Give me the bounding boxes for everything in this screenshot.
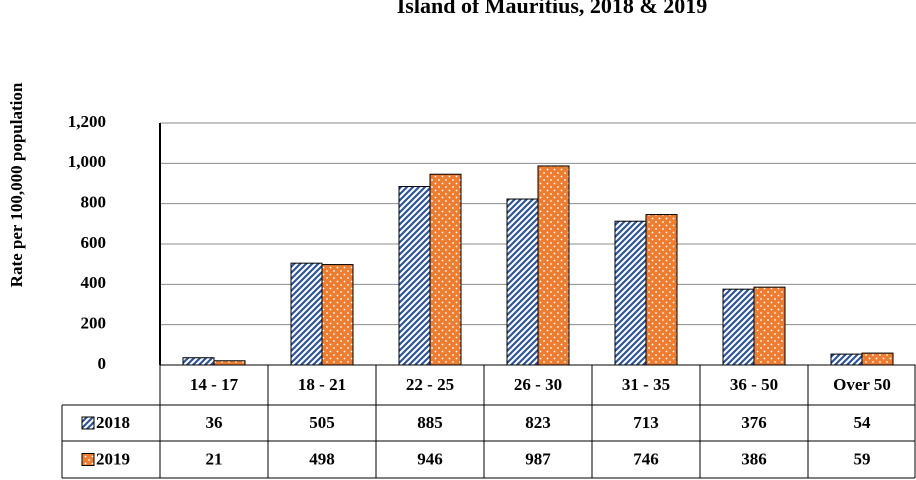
legend-swatch — [81, 416, 95, 430]
legend-label: 2019 — [96, 449, 130, 468]
x-tick-label: 31 - 35 — [622, 375, 670, 394]
x-tick-label: 18 - 21 — [298, 375, 346, 394]
x-tick-label: 22 - 25 — [406, 375, 454, 394]
table-value: 746 — [633, 449, 659, 468]
table-value: 386 — [741, 449, 767, 468]
y-tick-label: 800 — [81, 193, 107, 212]
table-value: 885 — [417, 413, 443, 432]
bar — [861, 352, 894, 366]
table-value: 946 — [417, 449, 443, 468]
legend-swatch — [81, 453, 95, 466]
table-value: 987 — [525, 449, 551, 468]
table-value: 36 — [206, 413, 223, 432]
bar — [321, 264, 354, 366]
x-tick-label: 36 - 50 — [730, 375, 778, 394]
x-tick-label: Over 50 — [833, 375, 891, 394]
y-tick-label: 0 — [98, 354, 107, 373]
bar — [537, 165, 570, 366]
table-value: 713 — [633, 413, 659, 432]
y-tick-label: 200 — [81, 314, 107, 333]
bar — [830, 353, 863, 366]
bar — [429, 173, 462, 366]
x-tick-label: 26 - 30 — [514, 375, 562, 394]
chart-title: Island of Mauritius, 2018 & 2019 — [397, 0, 707, 18]
table-value: 376 — [741, 413, 767, 432]
bar — [506, 198, 539, 366]
x-tick-label: 14 - 17 — [190, 375, 239, 394]
table-value: 59 — [854, 449, 871, 468]
table-value: 54 — [854, 413, 872, 432]
legend-label: 2018 — [96, 413, 130, 432]
y-tick-label: 600 — [81, 233, 107, 252]
bar — [398, 186, 431, 366]
bar — [614, 220, 647, 366]
y-axis-label: Rate per 100,000 population — [7, 82, 26, 287]
y-tick-label: 400 — [81, 273, 107, 292]
bar — [213, 360, 246, 366]
table-value: 21 — [206, 449, 223, 468]
y-tick-label: 1,000 — [68, 152, 106, 171]
table-value: 823 — [525, 413, 551, 432]
bar — [753, 286, 786, 366]
bar — [722, 288, 755, 366]
table-value: 498 — [309, 449, 335, 468]
bar — [290, 262, 323, 366]
table-value: 505 — [309, 413, 335, 432]
bar — [182, 357, 215, 366]
y-tick-label: 1,200 — [68, 112, 106, 131]
bar — [645, 214, 678, 366]
